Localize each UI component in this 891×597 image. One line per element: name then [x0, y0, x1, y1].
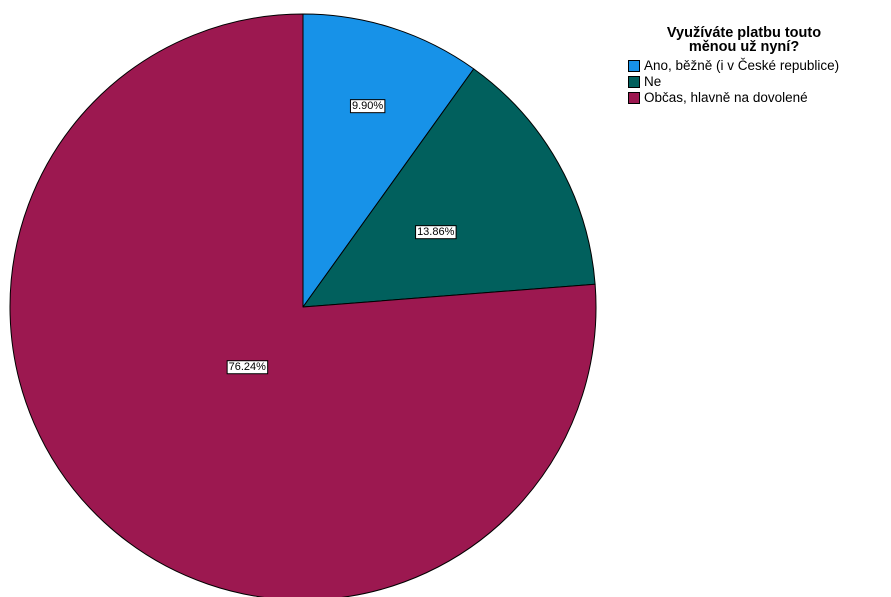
data-label-text-obcas: 76.24% — [229, 361, 267, 373]
legend-title-line-1: Využíváte platbu touto — [666, 25, 822, 41]
pie-slice-obcas — [9, 13, 597, 597]
data-label-box-obcas — [226, 360, 269, 375]
legend-title-line-2: měnou už nyní? — [688, 39, 800, 55]
data-label-text-ano: 9.90% — [352, 100, 383, 112]
data-label-box-ano — [349, 99, 386, 114]
legend-swatch-obcas — [628, 91, 640, 104]
pie-slice-ne — [302, 68, 596, 308]
legend-label-ne: Ne — [644, 74, 662, 89]
data-label-box-ne — [415, 225, 457, 240]
legend-swatch-ano — [628, 59, 640, 72]
legend-item-ne: Ne — [628, 74, 890, 89]
data-label-text-ne: 13.86% — [417, 226, 455, 238]
data-label-ano: 9.90% — [349, 99, 386, 114]
legend: Využíváte platbu touto měnou už nyní? An… — [628, 26, 890, 106]
legend-items: Ano, běžně (i v České republice) Ne Obča… — [628, 58, 890, 105]
legend-item-ano: Ano, běžně (i v České republice) — [628, 58, 890, 73]
legend-item-obcas: Občas, hlavně na dovolené — [628, 90, 890, 105]
legend-label-obcas: Občas, hlavně na dovolené — [644, 90, 808, 105]
legend-swatch-ne — [628, 75, 640, 88]
data-label-ne: 13.86% — [415, 225, 457, 240]
legend-title: Využíváte platbu touto měnou už nyní? — [628, 25, 860, 55]
data-label-obcas: 76.24% — [226, 360, 269, 375]
legend-label-ano: Ano, běžně (i v České republice) — [644, 58, 840, 73]
pie-slice-ano — [302, 13, 475, 308]
